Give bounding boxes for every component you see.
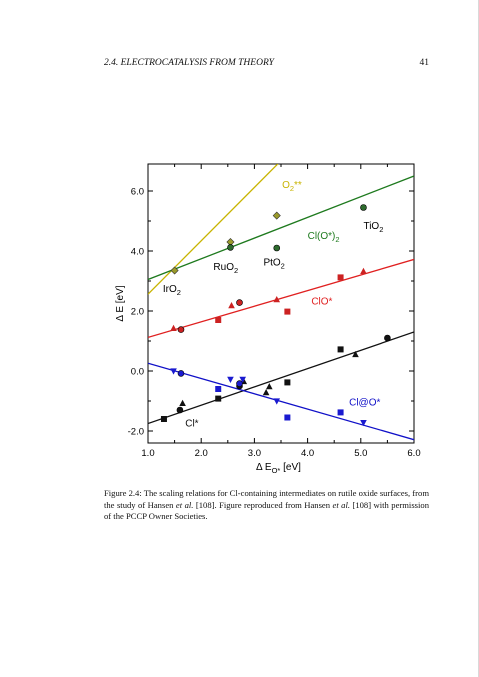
data-point-square — [284, 308, 291, 315]
data-point-triangle — [265, 383, 273, 390]
caption-text-2: [108]. Figure reproduced from Hansen — [193, 499, 333, 510]
axis-ticks: 1.0 2.0 3.0 4.0 5.0 6.0 -2.0 0.0 2.0 4.0 6.0 — [128, 164, 421, 459]
figure-caption: Figure 2.4: The scaling relations for Cl… — [104, 488, 429, 523]
data-point-circle — [236, 380, 243, 387]
data-point-triangle — [273, 296, 281, 303]
oxide-label: PtO2 — [263, 257, 284, 270]
data-point-square — [215, 395, 222, 402]
x-tick-label: 4.0 — [301, 448, 314, 459]
data-point-diamond — [272, 211, 281, 220]
data-point-triangle — [179, 399, 186, 406]
fit-line — [148, 175, 414, 281]
y-tick-label: -2.0 — [128, 427, 144, 438]
y-tick-label: 2.0 — [131, 307, 144, 318]
caption-text-1: The scaling relations for Cl-containing … — [104, 488, 430, 510]
data-point-square — [215, 386, 222, 392]
data-point-circle — [236, 299, 243, 306]
series-label: Cl* — [185, 419, 198, 430]
data-point-square — [160, 416, 167, 422]
caption-etal-2: et al. — [332, 499, 351, 510]
x-tick-label: 6.0 — [407, 448, 420, 459]
x-axis-label: Δ EO* [eV] — [256, 462, 301, 475]
data-markers — [160, 204, 391, 427]
data-point-square — [284, 414, 291, 421]
data-point-inverted-triangle — [227, 376, 234, 383]
x-tick-label: 3.0 — [248, 448, 261, 459]
fit-line — [148, 362, 414, 441]
data-point-square — [284, 379, 291, 386]
data-point-circle — [177, 370, 185, 377]
y-tick-label: 0.0 — [131, 367, 144, 378]
series-label: ClO* — [311, 296, 332, 307]
data-point-square — [337, 409, 344, 416]
series-label: O2** — [282, 180, 302, 193]
y-axis-label: Δ E [eV] — [115, 285, 126, 321]
data-point-inverted-triangle — [273, 398, 281, 405]
data-point-inverted-triangle — [360, 420, 367, 427]
fit-line — [148, 258, 414, 339]
section-title: 2.4. ELECTROCATALYSIS FROM THEORY — [104, 58, 274, 68]
data-point-square — [337, 274, 344, 281]
fit-lines — [148, 164, 414, 441]
series-label: Cl@O* — [349, 398, 380, 409]
data-point-circle — [227, 244, 234, 251]
data-point-circle — [176, 406, 184, 414]
fit-line — [148, 164, 279, 295]
y-tick-label: 4.0 — [131, 247, 144, 258]
data-point-circle — [384, 334, 391, 342]
x-tick-label: 5.0 — [354, 448, 367, 459]
data-point-triangle — [228, 302, 235, 309]
data-point-inverted-triangle — [170, 368, 177, 375]
caption-label: Figure 2.4: — [104, 488, 142, 498]
y-tick-label: 6.0 — [131, 187, 144, 198]
chart-labels: Δ EO* [eV] Δ E [eV] IrO2 RuO2 PtO2 TiO2 O2** Cl… — [115, 180, 383, 475]
data-point-circle — [273, 244, 281, 252]
x-tick-label: 2.0 — [195, 448, 208, 459]
data-point-triangle — [352, 350, 359, 358]
data-point-triangle — [360, 267, 367, 274]
data-point-circle — [360, 204, 367, 211]
data-point-triangle — [262, 389, 270, 396]
caption-text-3: [108] with permission of the PCCP Owner … — [104, 499, 429, 522]
data-point-inverted-triangle — [239, 376, 246, 383]
data-point-circle — [177, 326, 185, 333]
data-point-triangle — [170, 324, 177, 331]
x-tick-label: 1.0 — [141, 448, 154, 459]
oxide-label: IrO2 — [163, 284, 181, 297]
fit-line — [148, 331, 414, 425]
data-point-diamond — [170, 266, 179, 275]
caption-etal-1: et al. — [175, 499, 194, 510]
page-number: 41 — [419, 58, 430, 68]
series-label: Cl(O*)2 — [308, 231, 340, 244]
oxide-label: RuO2 — [213, 262, 238, 275]
data-point-square — [215, 317, 222, 323]
running-header: 2.4. ELECTROCATALYSIS FROM THEORY 41 — [104, 58, 429, 72]
data-point-square — [337, 346, 344, 353]
oxide-label: TiO2 — [363, 221, 383, 234]
